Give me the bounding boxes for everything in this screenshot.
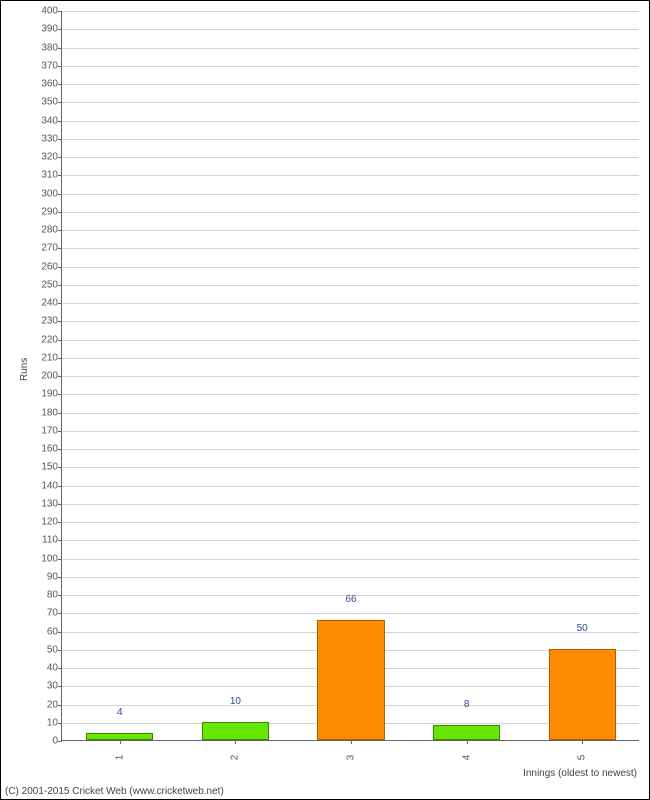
bar-value-label: 4 xyxy=(117,707,123,720)
gridline xyxy=(62,577,639,578)
ytick-label: 0 xyxy=(52,736,62,747)
ytick-label: 260 xyxy=(41,261,62,272)
gridline xyxy=(62,467,639,468)
xtick-mark xyxy=(351,740,352,744)
ytick-label: 200 xyxy=(41,371,62,382)
ytick-label: 20 xyxy=(47,699,62,710)
ytick-label: 80 xyxy=(47,590,62,601)
ytick-label: 230 xyxy=(41,316,62,327)
gridline xyxy=(62,66,639,67)
gridline xyxy=(62,248,639,249)
ytick-label: 160 xyxy=(41,444,62,455)
gridline xyxy=(62,504,639,505)
ytick-label: 350 xyxy=(41,97,62,108)
xtick-mark xyxy=(467,740,468,744)
bar-value-label: 50 xyxy=(577,623,588,636)
gridline xyxy=(62,102,639,103)
bar-value-label: 10 xyxy=(230,696,241,709)
ytick-label: 330 xyxy=(41,133,62,144)
ytick-label: 10 xyxy=(47,717,62,728)
xtick-label: 3 xyxy=(346,755,357,761)
gridline xyxy=(62,376,639,377)
ytick-label: 40 xyxy=(47,663,62,674)
ytick-label: 390 xyxy=(41,24,62,35)
gridline xyxy=(62,340,639,341)
gridline xyxy=(62,486,639,487)
gridline xyxy=(62,175,639,176)
ytick-label: 60 xyxy=(47,626,62,637)
ytick-label: 400 xyxy=(41,6,62,17)
gridline xyxy=(62,11,639,12)
gridline xyxy=(62,321,639,322)
gridline xyxy=(62,449,639,450)
xtick-mark xyxy=(235,740,236,744)
gridline xyxy=(62,413,639,414)
gridline xyxy=(62,431,639,432)
gridline xyxy=(62,212,639,213)
ytick-label: 110 xyxy=(42,535,62,546)
ytick-label: 210 xyxy=(41,352,62,363)
gridline xyxy=(62,303,639,304)
ytick-label: 50 xyxy=(47,644,62,655)
ytick-label: 120 xyxy=(41,517,62,528)
ytick-label: 220 xyxy=(41,334,62,345)
ytick-label: 150 xyxy=(41,462,62,473)
bar xyxy=(549,649,616,740)
ytick-label: 170 xyxy=(41,425,62,436)
ytick-label: 340 xyxy=(41,115,62,126)
gridline xyxy=(62,139,639,140)
gridline xyxy=(62,540,639,541)
xtick-label: 5 xyxy=(577,755,588,761)
gridline xyxy=(62,394,639,395)
ytick-label: 240 xyxy=(41,298,62,309)
gridline xyxy=(62,157,639,158)
gridline xyxy=(62,613,639,614)
chart-frame: 0102030405060708090100110120130140150160… xyxy=(0,0,650,800)
gridline xyxy=(62,29,639,30)
gridline xyxy=(62,84,639,85)
bar xyxy=(433,725,500,740)
x-axis-label: Innings (oldest to newest) xyxy=(523,768,637,779)
gridline xyxy=(62,522,639,523)
copyright-text: (C) 2001-2015 Cricket Web (www.cricketwe… xyxy=(5,786,224,797)
ytick-label: 370 xyxy=(41,60,62,71)
ytick-label: 320 xyxy=(41,152,62,163)
xtick-label: 2 xyxy=(230,755,241,761)
ytick-label: 300 xyxy=(41,188,62,199)
xtick-mark xyxy=(120,740,121,744)
gridline xyxy=(62,285,639,286)
gridline xyxy=(62,230,639,231)
plot-area: 0102030405060708090100110120130140150160… xyxy=(61,11,639,741)
ytick-label: 90 xyxy=(47,571,62,582)
ytick-label: 380 xyxy=(41,42,62,53)
ytick-label: 310 xyxy=(41,170,62,181)
gridline xyxy=(62,559,639,560)
gridline xyxy=(62,194,639,195)
xtick-label: 4 xyxy=(461,755,472,761)
ytick-label: 250 xyxy=(41,279,62,290)
ytick-label: 70 xyxy=(47,608,62,619)
bar-value-label: 66 xyxy=(345,594,356,607)
ytick-label: 30 xyxy=(47,681,62,692)
bar-value-label: 8 xyxy=(464,699,470,712)
ytick-label: 130 xyxy=(41,498,62,509)
xtick-mark xyxy=(582,740,583,744)
bar xyxy=(317,620,384,740)
ytick-label: 190 xyxy=(41,389,62,400)
gridline xyxy=(62,48,639,49)
gridline xyxy=(62,267,639,268)
ytick-label: 360 xyxy=(41,79,62,90)
ytick-label: 270 xyxy=(41,243,62,254)
ytick-label: 140 xyxy=(41,480,62,491)
xtick-label: 1 xyxy=(114,755,125,761)
bar xyxy=(202,722,269,740)
ytick-label: 290 xyxy=(41,206,62,217)
gridline xyxy=(62,121,639,122)
y-axis-label: Runs xyxy=(19,358,30,381)
bar xyxy=(86,733,153,740)
ytick-label: 180 xyxy=(41,407,62,418)
ytick-label: 100 xyxy=(41,553,62,564)
gridline xyxy=(62,358,639,359)
ytick-label: 280 xyxy=(41,225,62,236)
